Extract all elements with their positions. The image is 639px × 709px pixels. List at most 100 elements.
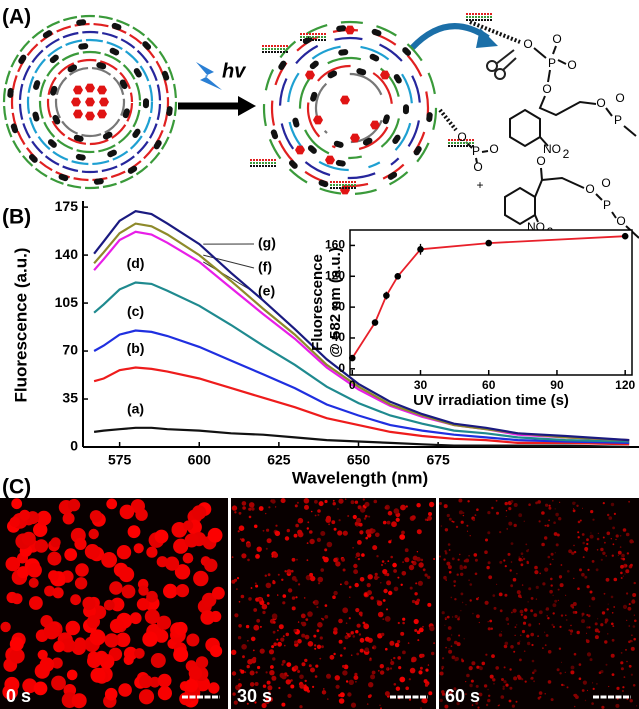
cell: [583, 556, 585, 558]
cell: [510, 500, 513, 503]
cell: [588, 614, 591, 617]
data-point: [372, 319, 379, 326]
cell: [527, 642, 530, 645]
cell: [546, 634, 549, 637]
cell: [64, 548, 77, 561]
cell: [236, 588, 238, 590]
cell: [461, 660, 464, 663]
cell: [309, 664, 312, 667]
cell: [457, 642, 461, 646]
cell: [413, 556, 418, 561]
cell: [591, 597, 595, 601]
cell: [504, 594, 507, 597]
cell: [242, 501, 247, 506]
cell: [539, 520, 541, 522]
cell: [587, 585, 590, 588]
cell: [526, 635, 529, 638]
cell: [90, 510, 102, 522]
cell: [609, 516, 613, 520]
cell: [518, 594, 521, 597]
cell: [363, 498, 365, 500]
cell: [256, 619, 260, 623]
cell: [614, 578, 618, 582]
cell: [411, 515, 416, 520]
cell: [515, 635, 516, 636]
cell: [496, 512, 499, 515]
cell: [592, 560, 595, 563]
cell: [400, 632, 404, 636]
cell: [304, 505, 309, 510]
cell: [377, 601, 382, 606]
cell: [616, 687, 619, 690]
cell: [360, 577, 365, 582]
cell: [346, 680, 348, 682]
cell: [553, 612, 555, 614]
cell: [622, 558, 625, 561]
data-point: [485, 240, 492, 247]
cell: [538, 697, 541, 700]
cell: [269, 649, 274, 654]
cell: [268, 573, 271, 576]
cell: [387, 521, 391, 525]
cell: [509, 668, 511, 670]
cell: [208, 528, 223, 543]
cell: [492, 678, 495, 681]
cell: [134, 543, 144, 553]
cell: [254, 525, 258, 529]
atom-label: O: [585, 182, 594, 196]
cell: [486, 566, 489, 569]
cell: [255, 554, 260, 559]
cell: [557, 668, 560, 671]
cell: [70, 594, 81, 605]
cell: [605, 555, 607, 557]
cell: [297, 502, 299, 504]
cell: [309, 539, 314, 544]
cell: [139, 675, 152, 688]
curve-label: (a): [127, 401, 144, 417]
cell: [303, 686, 309, 692]
cell: [448, 626, 452, 630]
cell: [53, 641, 64, 652]
cell: [322, 618, 324, 620]
cell: [402, 618, 405, 621]
cell: [455, 615, 458, 618]
y-tick-label: 140: [55, 246, 79, 262]
cell: [351, 632, 353, 634]
cell: [381, 564, 383, 566]
cell: [284, 645, 286, 647]
cell: [146, 591, 158, 603]
cell: [353, 515, 357, 519]
cell: [139, 689, 154, 704]
cell: [524, 521, 525, 522]
cell: [417, 639, 419, 641]
cell: [408, 642, 410, 644]
cell: [358, 558, 360, 560]
cell: [314, 648, 316, 650]
cell: [605, 621, 608, 624]
cell: [267, 681, 271, 685]
curve-label: (b): [127, 340, 145, 356]
cell: [627, 552, 629, 554]
cell: [461, 521, 464, 524]
cell: [414, 629, 417, 632]
cell: [317, 629, 320, 632]
cell: [241, 595, 245, 599]
cell: [508, 507, 511, 510]
cell: [579, 677, 582, 680]
cell: [519, 641, 520, 642]
cell: [393, 657, 395, 659]
cell: [474, 553, 478, 557]
cell: [232, 505, 237, 510]
cell: [475, 573, 478, 576]
cell: [503, 680, 506, 683]
cell: [625, 569, 629, 573]
cell: [608, 686, 609, 687]
cell: [72, 693, 87, 708]
curve-label: (e): [258, 283, 275, 299]
x-tick-label: 0: [349, 378, 356, 392]
cell: [48, 570, 59, 581]
cell: [266, 671, 268, 673]
cell: [485, 601, 489, 605]
cell: [333, 500, 335, 502]
cell: [317, 645, 321, 649]
